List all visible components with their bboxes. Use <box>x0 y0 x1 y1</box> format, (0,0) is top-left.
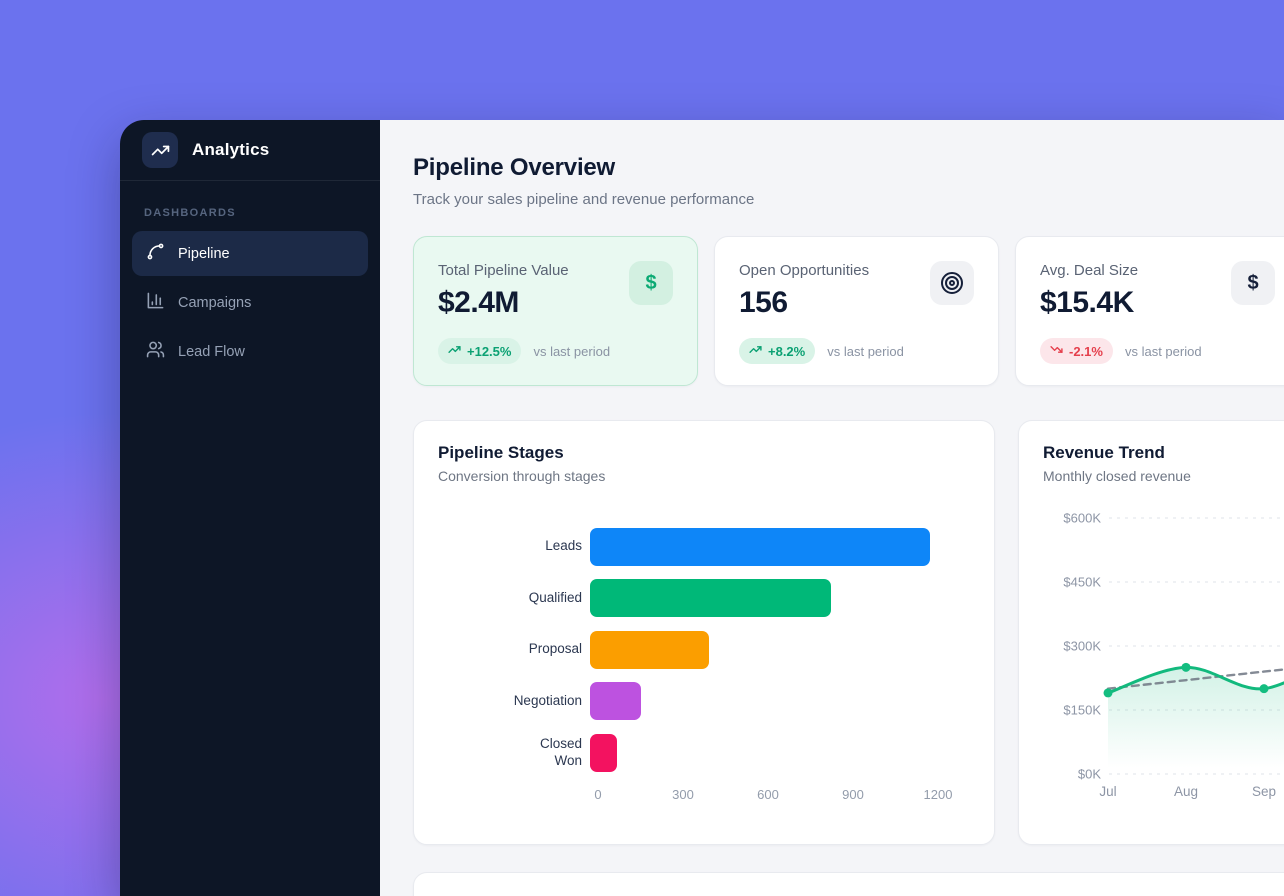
sidebar: Analytics DASHBOARDS Pipeline Campaigns … <box>120 120 380 896</box>
app-window: Analytics DASHBOARDS Pipeline Campaigns … <box>120 120 1284 896</box>
revenue-line <box>1106 665 1284 695</box>
sidebar-item-lead-flow[interactable]: Lead Flow <box>132 329 368 374</box>
bar-chart-icon <box>146 291 165 314</box>
kpi-value: 156 <box>739 286 788 319</box>
bar-category-label: Negotiation <box>513 692 582 708</box>
sidebar-item-label: Lead Flow <box>178 343 245 360</box>
sidebar-item-label: Campaigns <box>178 294 252 311</box>
bar-category-label: Leads <box>545 538 582 554</box>
revenue-point <box>1103 688 1113 698</box>
dollar-icon: $ <box>1231 261 1275 305</box>
kpi-card-avg-deal-size: Avg. Deal Size $15.4K -2.1% vs last peri… <box>1015 236 1284 386</box>
line-chart-plot: $600K $450K $300K $150K $0K Jul Aug Sep <box>1063 511 1284 799</box>
bar-chart-plot: Leads Qualified Proposal Negotiation Closed … <box>438 521 970 779</box>
kpi-row: Total Pipeline Value $2.4M +12.5% vs las… <box>413 236 1284 386</box>
bar-leads <box>590 527 930 566</box>
bar-category-label: Qualified <box>528 589 582 605</box>
charts-row: Pipeline Stages Conversion through stage… <box>413 420 1284 845</box>
chart-title: Revenue Trend <box>1043 443 1165 462</box>
comparison-text: vs last period <box>533 343 611 359</box>
delta-badge: +8.2% <box>739 338 816 364</box>
chart-title: Pipeline Stages <box>438 443 564 462</box>
x-tick-label: 0 <box>594 786 602 802</box>
x-tick-label: Aug <box>1174 784 1198 799</box>
comparison-text: vs last period <box>1124 343 1202 359</box>
y-tick-label: $150K <box>1063 703 1101 718</box>
pipeline-stages-card: Pipeline Stages Conversion through stage… <box>413 420 995 845</box>
y-tick-label: $0K <box>1078 767 1101 782</box>
bar-chart-x-axis: 0 300 600 900 1200 <box>594 786 952 805</box>
revenue-point <box>1259 684 1269 694</box>
kpi-value: $15.4K <box>1040 286 1134 319</box>
kpi-card-total-pipeline-value: Total Pipeline Value $2.4M +12.5% vs las… <box>413 236 698 386</box>
x-tick-label: 600 <box>757 786 779 802</box>
trending-up-icon <box>142 132 178 168</box>
bar-negotiation <box>590 682 641 721</box>
revenue-area-fill <box>1108 667 1284 774</box>
revenue-point <box>1181 662 1191 672</box>
trending-up-icon <box>749 343 762 359</box>
target-icon <box>930 261 974 305</box>
revenue-trend-card: Revenue Trend Monthly closed revenue $60… <box>1018 420 1284 845</box>
kpi-label: Open Opportunities <box>739 262 870 279</box>
kpi-value: $2.4M <box>438 286 519 319</box>
bar-row: Proposal <box>438 624 970 676</box>
bar-closed-won <box>590 733 617 772</box>
x-tick-label: Jul <box>1099 784 1116 799</box>
trending-down-icon <box>1050 343 1063 359</box>
comparison-text: vs last period <box>827 343 904 359</box>
x-tick-label: 300 <box>672 786 694 802</box>
x-tick-label: 900 <box>842 786 864 802</box>
app-logo: Analytics <box>120 120 380 181</box>
delta-badge: -2.1% <box>1040 338 1113 364</box>
bar-proposal <box>590 630 709 669</box>
bar-category-label: Closed Won <box>539 735 582 768</box>
dollar-icon: $ <box>629 261 673 305</box>
sidebar-item-campaigns[interactable]: Campaigns <box>132 280 368 325</box>
x-tick-label: Sep <box>1252 784 1276 799</box>
y-tick-label: $300K <box>1063 639 1101 654</box>
page-subtitle: Track your sales pipeline and revenue pe… <box>413 191 755 208</box>
sidebar-section-label: DASHBOARDS <box>144 207 236 219</box>
bar-category-label: Proposal <box>528 641 582 657</box>
bar-row: Negotiation <box>438 676 970 728</box>
page-title: Pipeline Overview <box>413 154 616 181</box>
y-tick-label: $600K <box>1063 511 1101 526</box>
y-tick-label: $450K <box>1063 575 1101 590</box>
bar-row: Qualified <box>438 573 970 625</box>
x-tick-label: 1200 <box>923 786 953 802</box>
bar-qualified <box>590 579 831 618</box>
chart-subtitle: Monthly closed revenue <box>1043 468 1191 484</box>
delta-badge: +12.5% <box>438 338 522 364</box>
chart-subtitle: Conversion through stages <box>438 468 606 484</box>
spline-icon <box>146 242 165 265</box>
sidebar-item-pipeline[interactable]: Pipeline <box>132 231 368 276</box>
sidebar-nav: Pipeline Campaigns Lead Flow <box>120 231 380 374</box>
bar-row: Leads <box>438 521 970 573</box>
kpi-card-open-opportunities: Open Opportunities 156 +8.2% vs last per… <box>714 236 999 386</box>
kpi-label: Total Pipeline Value <box>438 262 569 279</box>
trending-up-icon <box>448 343 461 359</box>
users-icon <box>146 340 165 363</box>
main-content: Pipeline Overview Track your sales pipel… <box>380 120 1284 896</box>
sidebar-item-label: Pipeline <box>178 245 230 262</box>
bar-row: Closed Won <box>438 727 970 779</box>
kpi-label: Avg. Deal Size <box>1040 262 1139 279</box>
bottom-card-partial <box>413 872 1284 896</box>
app-title: Analytics <box>192 140 270 159</box>
